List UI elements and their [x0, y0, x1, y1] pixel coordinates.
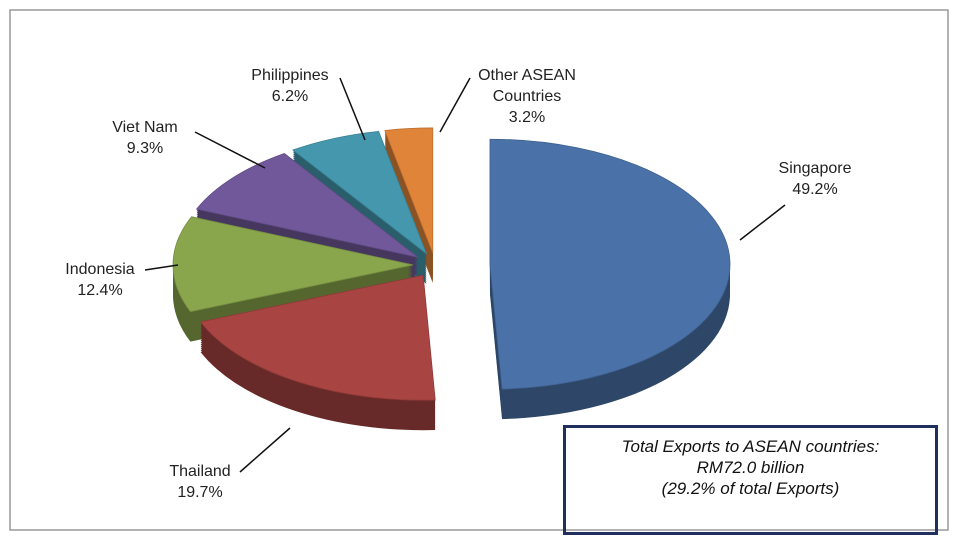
slice-label: Indonesia 12.4%: [35, 259, 165, 301]
slice: [384, 127, 434, 254]
leader-line: [339, 77, 366, 141]
frame: [9, 9, 949, 531]
leader-line: [439, 77, 471, 133]
leader-line: [144, 264, 179, 271]
value-label: 6.2%: [271, 88, 309, 105]
slice: [292, 130, 428, 256]
leader-line: [739, 204, 786, 241]
category-label: Other ASEAN Countries: [478, 67, 576, 105]
leader-line: [194, 131, 266, 169]
category-label: Singapore: [778, 160, 852, 177]
value-label: 12.4%: [77, 282, 123, 299]
annotation: (29.2% of total Exports): [661, 479, 840, 498]
slice-group: [199, 274, 436, 431]
category-label: Indonesia: [65, 261, 135, 278]
value-label: 9.3%: [126, 140, 164, 157]
slice: [199, 274, 436, 401]
slice-group: [489, 138, 731, 420]
annotation-box: Total Exports to ASEAN countries: RM72.0…: [563, 425, 938, 535]
value-label: 3.2%: [508, 109, 546, 126]
slice-label: Thailand 19.7%: [135, 461, 265, 503]
category-label: Thailand: [169, 463, 231, 480]
slice-group: [172, 216, 414, 342]
value-label: 49.2%: [792, 181, 838, 198]
category-label: Philippines: [251, 67, 329, 84]
value-label: 19.7%: [177, 484, 223, 501]
annotation: Total Exports to ASEAN countries:: [621, 437, 880, 456]
slice: [195, 153, 419, 258]
slice-label: Singapore 49.2%: [750, 158, 880, 200]
category-label: Viet Nam: [112, 119, 178, 136]
slice-label: Philippines 6.2%: [225, 65, 355, 107]
slice-label: Viet Nam 9.3%: [80, 117, 210, 159]
slice: [489, 138, 731, 390]
leader-line: [239, 427, 291, 473]
slice: [172, 216, 414, 313]
slice-label: Other ASEAN Countries 3.2%: [477, 65, 577, 128]
annotation: RM72.0 billion: [696, 458, 805, 477]
